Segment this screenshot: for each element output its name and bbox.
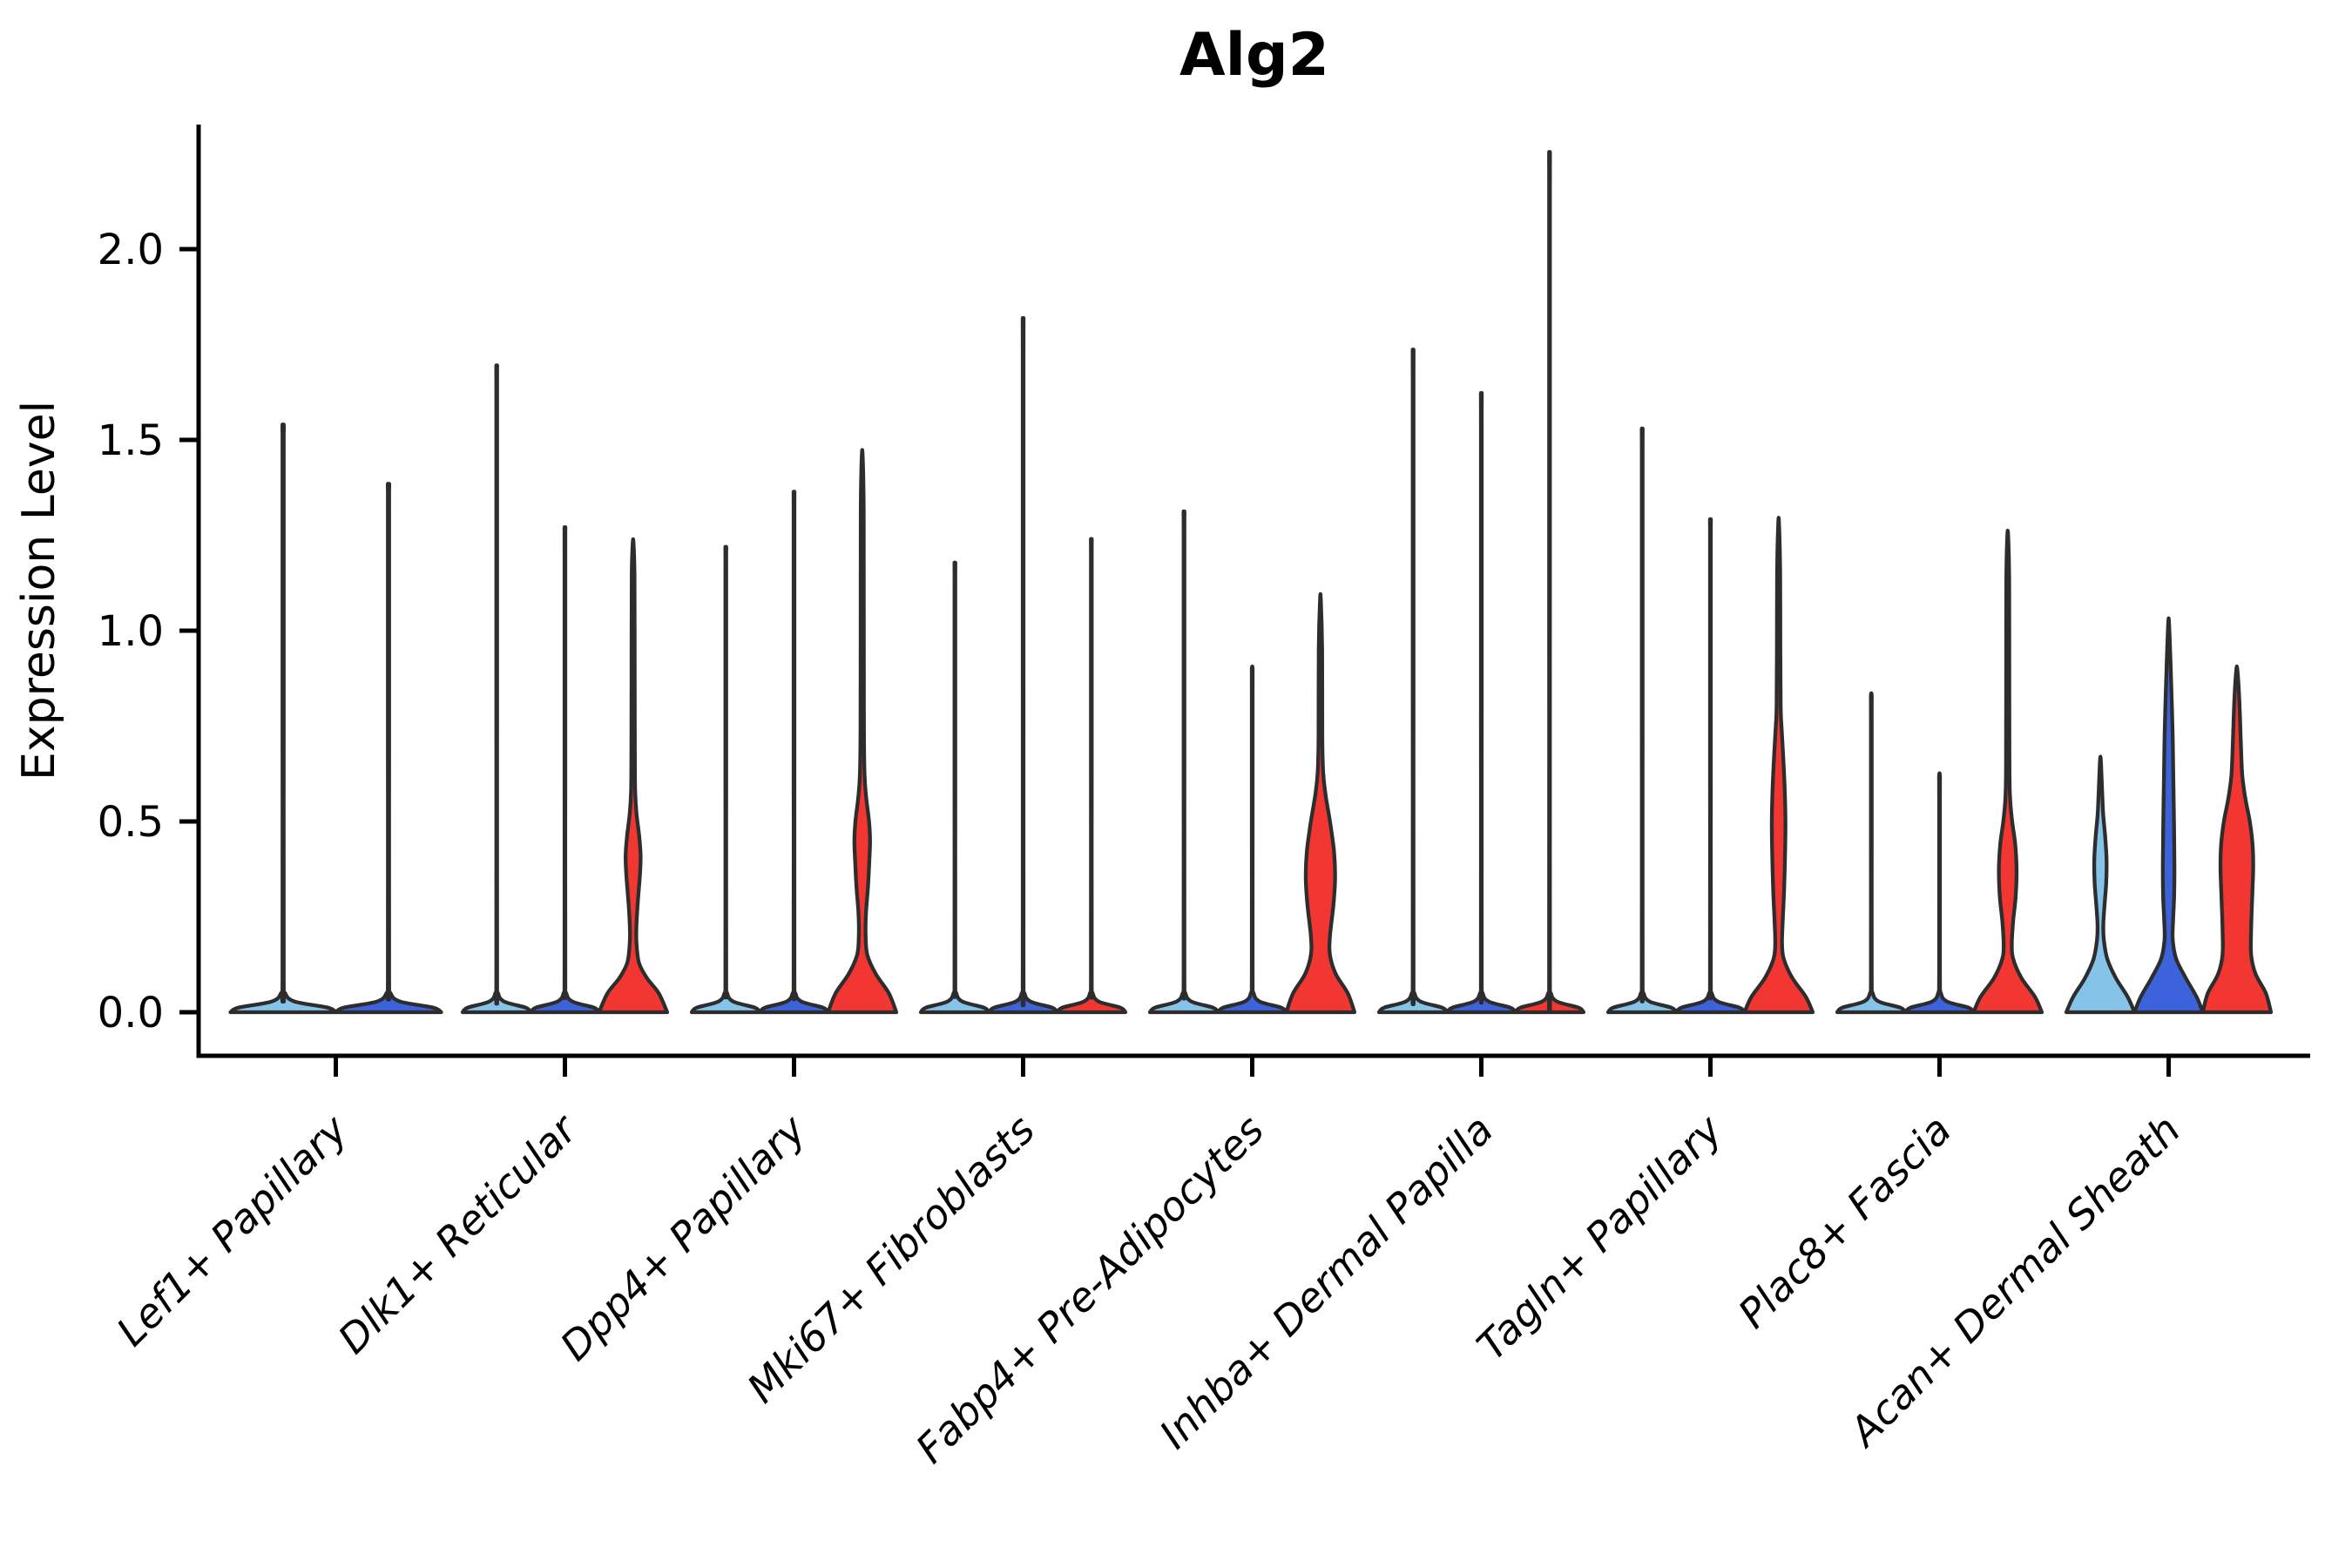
violin-g6-s2 <box>1445 391 1517 1015</box>
violin-g7-s3 <box>1742 516 1815 1015</box>
violin-g4-s3 <box>1055 537 1128 1015</box>
violin-g1-s1 <box>228 422 338 1015</box>
violin-g5-s3 <box>1284 591 1357 1015</box>
violin-g3-s1 <box>689 544 762 1015</box>
y-tick-label: 0.0 <box>98 989 164 1037</box>
x-tick-label: Tagln+ Papillary <box>1468 1105 1732 1369</box>
x-tick-label: Dpp4+ Papillary <box>551 1105 815 1369</box>
x-tick-label: Dlk1+ Reticular <box>329 1104 588 1362</box>
y-tick-label: 0.5 <box>98 798 164 847</box>
violin-g9-s1 <box>2064 754 2137 1015</box>
violin-g6-s1 <box>1376 348 1450 1015</box>
violin-g5-s2 <box>1216 664 1288 1015</box>
violin-g2-s1 <box>460 363 533 1015</box>
violin-g9-s3 <box>2200 664 2274 1015</box>
y-tick-label: 1.5 <box>98 416 164 465</box>
violin-g7-s2 <box>1674 517 1747 1015</box>
violin-g8-s3 <box>1971 528 2044 1015</box>
violin-g1-s2 <box>334 482 443 1015</box>
violin-g4-s2 <box>987 315 1059 1015</box>
violin-g3-s3 <box>826 448 899 1015</box>
violin-g3-s2 <box>758 490 830 1015</box>
violin-g8-s1 <box>1835 691 1908 1015</box>
violin-g2-s2 <box>529 525 601 1015</box>
violin-layer <box>228 150 2274 1015</box>
y-axis-label: Expression Level <box>13 401 65 781</box>
x-tick-label: Plac8+ Fascia <box>1729 1106 1960 1337</box>
violin-g4-s1 <box>918 560 991 1015</box>
y-tick-label: 1.0 <box>98 607 164 656</box>
y-tick-label: 2.0 <box>98 226 164 274</box>
violin-g2-s3 <box>597 537 670 1015</box>
violin-g8-s2 <box>1903 771 1976 1015</box>
chart-title: Alg2 <box>1179 21 1329 90</box>
violin-g5-s1 <box>1147 509 1220 1015</box>
violin-g9-s2 <box>2132 616 2205 1015</box>
x-tick-label: Lef1+ Papillary <box>107 1105 356 1355</box>
violin-g6-s3 <box>1513 150 1586 1015</box>
violin-g7-s1 <box>1605 426 1679 1015</box>
